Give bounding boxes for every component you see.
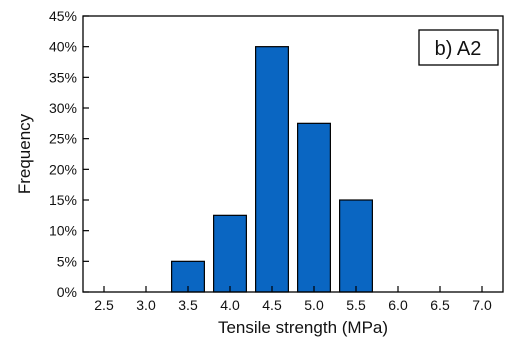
x-tick-label: 7.0 — [472, 297, 492, 313]
y-axis-ticks: 0% 5% 10% 15% 20% 25% 30% 35% 40% 45% — [49, 8, 89, 300]
y-tick-label: 25% — [49, 131, 77, 147]
bars-group — [171, 46, 373, 293]
x-tick-label: 6.5 — [430, 297, 450, 313]
x-axis-ticks: 2.5 3.0 3.5 4.0 4.5 5.0 5.5 6.0 6.5 7.0 — [94, 286, 492, 313]
y-tick-label: 35% — [49, 69, 77, 85]
bar-4-5 — [255, 46, 289, 293]
y-axis-label: Frequency — [15, 113, 34, 194]
y-tick-label: 10% — [49, 223, 77, 239]
y-tick-label: 20% — [49, 161, 77, 177]
x-tick-label: 2.5 — [94, 297, 114, 313]
panel-label-frame — [418, 29, 499, 66]
bar-5-5 — [339, 199, 373, 293]
x-tick-label: 4.0 — [220, 297, 240, 313]
y-tick-label: 5% — [57, 253, 77, 269]
x-tick-label: 6.0 — [388, 297, 408, 313]
y-tick-label: 0% — [57, 284, 77, 300]
y-tick-label: 30% — [49, 100, 77, 116]
x-axis-label: Tensile strength (MPa) — [218, 318, 388, 337]
y-tick-label: 40% — [49, 39, 77, 55]
panel-label-box: b) A2 — [418, 29, 499, 66]
x-tick-label: 4.5 — [262, 297, 282, 313]
panel-label: b) A2 — [435, 38, 482, 60]
y-tick-label: 45% — [49, 8, 77, 24]
x-tick-label: 3.0 — [136, 297, 156, 313]
bar-5 — [297, 122, 331, 293]
bar-4 — [213, 214, 247, 293]
y-tick-label: 15% — [49, 192, 77, 208]
x-tick-label: 5.5 — [346, 297, 366, 313]
plot-area-frame — [82, 15, 504, 293]
x-tick-label: 5.0 — [304, 297, 324, 313]
x-tick-label: 3.5 — [178, 297, 198, 313]
